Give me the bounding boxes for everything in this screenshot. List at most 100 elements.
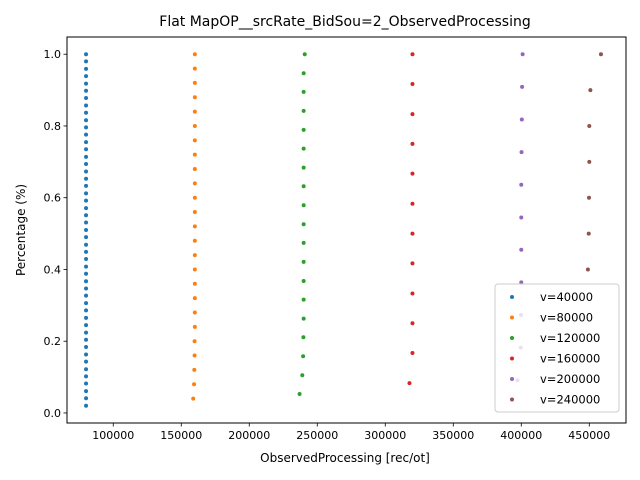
data-point-series-1-6	[84, 367, 89, 372]
data-point-series-1-42	[84, 103, 89, 108]
data-point-series-1-7	[84, 359, 89, 364]
data-point-series-1-41	[84, 110, 89, 115]
legend-label-series-1: v=40000	[540, 290, 593, 304]
data-point-series-1-46	[84, 74, 89, 79]
y-tick-label: 0.6	[44, 192, 62, 205]
data-point-series-1-33	[84, 169, 89, 174]
legend-label-series-6: v=240000	[540, 393, 600, 407]
x-tick-label: 300000	[364, 429, 406, 442]
data-point-series-3-12	[301, 184, 306, 189]
y-axis: 0.0 0.2 0.4 0.6 0.8 1.0	[44, 48, 67, 420]
data-point-series-2-16	[192, 181, 197, 186]
data-point-series-6-6	[588, 88, 593, 93]
legend-label-series-5: v=200000	[540, 372, 600, 386]
data-point-series-1-36	[84, 147, 89, 152]
data-point-series-1-29	[84, 198, 89, 203]
data-point-series-3-3	[301, 354, 306, 359]
legend-marker-series-4	[510, 356, 514, 361]
y-tick-label: 1.0	[44, 48, 62, 61]
data-point-series-2-24	[192, 66, 197, 71]
data-point-series-3-4	[301, 335, 306, 340]
data-point-series-5-9	[519, 117, 524, 122]
data-point-series-3-14	[301, 146, 306, 151]
data-point-series-3-16	[301, 108, 306, 113]
x-tick-label: 200000	[228, 429, 270, 442]
data-point-series-1-44	[84, 88, 89, 93]
data-point-series-1-30	[84, 191, 89, 196]
data-point-series-5-7	[519, 182, 524, 187]
data-point-series-1-8	[84, 352, 89, 357]
data-point-series-2-2	[192, 382, 197, 387]
data-point-series-1-15	[84, 301, 89, 306]
data-point-series-2-1	[191, 396, 196, 401]
data-point-series-1-11	[84, 330, 89, 335]
data-point-series-2-21	[192, 109, 197, 114]
data-point-series-1-49	[84, 52, 89, 57]
data-point-series-5-5	[519, 247, 524, 252]
legend: v=40000 v=80000 v=120000 v=160000 v=200000 v=…	[494, 283, 620, 413]
data-point-series-1-16	[84, 293, 89, 298]
data-point-series-2-4	[192, 353, 197, 358]
chart-title: Flat MapOP__srcRate_BidSou=2_ObservedPro…	[159, 14, 530, 30]
x-tick-label: 350000	[432, 429, 474, 442]
data-point-series-5-4	[519, 280, 524, 285]
data-point-series-3-15	[301, 127, 306, 132]
data-point-series-3-19	[302, 52, 307, 57]
legend-label-series-2: v=80000	[540, 311, 593, 325]
data-point-series-1-14	[84, 308, 89, 313]
data-point-series-4-7	[410, 201, 415, 206]
data-point-series-3-5	[301, 316, 306, 321]
data-point-series-1-47	[84, 66, 89, 71]
data-point-series-1-26	[84, 220, 89, 225]
data-point-series-1-40	[84, 118, 89, 123]
legend-label-series-4: v=160000	[540, 352, 600, 366]
data-point-series-1-3	[84, 389, 89, 394]
data-point-series-1-23	[84, 242, 89, 247]
data-point-series-1-13	[84, 315, 89, 320]
data-point-series-6-4	[587, 159, 592, 164]
data-point-series-3-17	[301, 89, 306, 94]
data-point-series-1-31	[84, 183, 89, 188]
data-point-series-2-18	[192, 152, 197, 157]
data-point-series-5-10	[520, 84, 525, 89]
data-point-series-2-7	[192, 310, 197, 315]
data-point-series-4-4	[410, 291, 415, 296]
data-point-series-6-3	[587, 195, 592, 200]
data-point-series-1-17	[84, 286, 89, 291]
data-point-series-4-2	[410, 351, 415, 356]
x-axis-label: ObservedProcessing [rec/ot]	[260, 451, 430, 465]
data-point-series-1-48	[84, 59, 89, 64]
data-point-series-2-6	[192, 324, 197, 329]
y-tick-label: 0.2	[44, 335, 62, 348]
data-point-series-1-10	[84, 337, 89, 342]
data-point-series-3-18	[301, 71, 306, 76]
data-point-series-4-10	[410, 112, 415, 117]
legend-marker-series-1	[510, 295, 514, 299]
data-point-series-3-9	[301, 240, 306, 245]
data-point-series-4-3	[410, 321, 415, 326]
data-point-series-1-20	[84, 264, 89, 269]
x-axis: 100000 150000 200000 250000 300000 350000 4000…	[92, 423, 610, 442]
plot-frame	[66, 36, 627, 424]
data-point-series-3-2	[300, 373, 305, 378]
data-point-series-5-6	[519, 215, 524, 220]
data-point-series-1-35	[84, 154, 89, 159]
data-point-series-1-19	[84, 271, 89, 276]
data-point-series-1-39	[84, 125, 89, 130]
data-point-series-3-11	[301, 203, 306, 208]
data-point-series-3-6	[301, 297, 306, 302]
x-tick-label: 100000	[92, 429, 134, 442]
data-point-series-2-19	[192, 138, 197, 143]
data-point-series-2-23	[192, 80, 197, 85]
legend-marker-series-3	[510, 336, 514, 340]
data-point-series-1-1	[84, 403, 89, 408]
data-point-series-2-22	[192, 95, 197, 100]
data-point-series-5-8	[519, 150, 524, 155]
data-point-series-3-1	[297, 391, 302, 396]
data-point-series-3-8	[301, 259, 306, 264]
data-point-series-2-13	[192, 224, 197, 229]
data-point-series-2-20	[192, 123, 197, 128]
data-point-series-1-32	[84, 176, 89, 181]
data-point-series-1-25	[84, 228, 89, 232]
